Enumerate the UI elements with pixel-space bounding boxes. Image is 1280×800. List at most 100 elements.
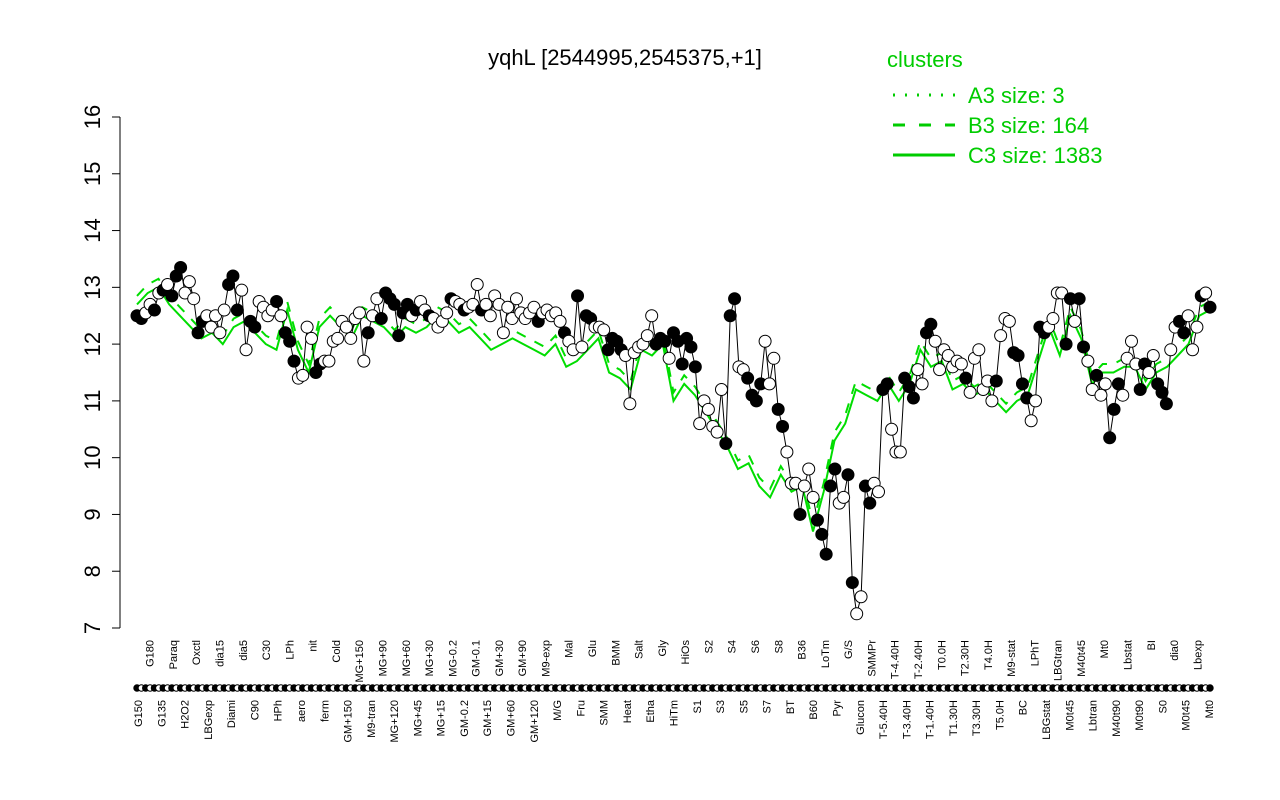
x-tick-label: MG-0.2	[447, 640, 459, 677]
x-tick-label: G150	[133, 700, 145, 727]
data-point	[509, 292, 523, 306]
x-tick-label: M0t90	[1134, 700, 1146, 731]
x-tick-label: B60	[808, 700, 820, 720]
data-point	[174, 260, 188, 274]
data-point	[645, 309, 659, 323]
x-tick-label: T5.0H	[994, 700, 1006, 730]
x-tick-label: LBGtran	[1053, 640, 1065, 681]
data-point	[915, 377, 929, 391]
x-tick-label: Oxctl	[191, 640, 203, 665]
x-tick-label: BI	[1146, 640, 1158, 650]
x-tick-label: nit	[308, 640, 320, 652]
data-point	[374, 312, 388, 326]
chart-title: yqhL [2544995,2545375,+1]	[488, 45, 762, 70]
data-point	[819, 547, 833, 561]
data-point	[1059, 337, 1073, 351]
x-tick-label: S1	[692, 700, 704, 713]
data-point	[728, 292, 742, 306]
data-point	[1103, 431, 1117, 445]
cluster-line-b3	[136, 277, 1211, 524]
x-tick-marker	[1206, 684, 1214, 692]
data-point	[837, 490, 851, 504]
x-tick-label: GM+150	[343, 700, 355, 743]
data-point	[776, 419, 790, 433]
data-point	[248, 320, 262, 334]
y-tick-label: 14	[80, 218, 105, 242]
data-point	[758, 334, 772, 348]
data-point	[684, 340, 698, 354]
data-point	[331, 331, 345, 345]
data-point	[1090, 368, 1104, 382]
data-point	[1068, 314, 1082, 328]
data-point	[924, 317, 938, 331]
x-tick-label: GM+30	[494, 640, 506, 676]
x-tick-label: BC	[1018, 700, 1030, 715]
data-point	[1098, 377, 1112, 391]
data-point	[1081, 354, 1095, 368]
data-point	[1094, 388, 1108, 402]
x-tick-label: SMM	[599, 700, 611, 726]
data-point	[1199, 286, 1213, 300]
x-tick-label: Glu	[587, 640, 599, 657]
x-tick-label: MG+45	[412, 700, 424, 736]
data-point	[850, 607, 864, 621]
x-tick-label: S8	[773, 640, 785, 653]
x-tick-label: ferm	[319, 700, 331, 722]
x-tick-label: Lbexp	[1192, 640, 1204, 670]
data-point	[597, 323, 611, 337]
data-point	[640, 329, 654, 343]
data-point	[994, 329, 1008, 343]
x-tick-label: HiTm	[669, 700, 681, 726]
data-point	[989, 374, 1003, 388]
data-point	[893, 445, 907, 459]
data-point	[824, 479, 838, 493]
data-point	[675, 357, 689, 371]
x-tick-label: MG+120	[389, 700, 401, 743]
legend-label-b3: B3 size: 164	[968, 113, 1089, 138]
data-point	[1186, 343, 1200, 357]
data-point	[1011, 348, 1025, 362]
x-tick-label: T3.30H	[971, 700, 983, 736]
x-tick-label: MG+30	[424, 640, 436, 676]
x-tick-label: BMM	[610, 640, 622, 666]
y-tick-label: 8	[80, 565, 105, 577]
x-tick-label: H2O2	[180, 700, 192, 729]
y-tick-label: 7	[80, 622, 105, 634]
data-point	[1015, 377, 1029, 391]
data-point	[714, 383, 728, 397]
x-tick-label: S7	[762, 700, 774, 713]
data-point	[841, 468, 855, 482]
x-tick-label: S3	[715, 700, 727, 713]
x-tick-label: MG+150	[354, 640, 366, 683]
data-point	[296, 368, 310, 382]
data-point	[810, 513, 824, 527]
x-tick-label: C30	[261, 640, 273, 660]
y-tick-label: 10	[80, 445, 105, 469]
x-tick-label: GM-0.2	[459, 700, 471, 737]
x-tick-label: GM-0.1	[471, 640, 483, 677]
data-point	[933, 363, 947, 377]
data-point	[880, 377, 894, 391]
data-point	[287, 354, 301, 368]
data-point	[1111, 377, 1125, 391]
data-point	[701, 402, 715, 416]
data-point	[226, 269, 240, 283]
x-tick-label: LoTm	[820, 640, 832, 668]
data-point	[440, 306, 454, 320]
x-tick-label: BT	[785, 700, 797, 714]
data-point	[658, 334, 672, 348]
data-point	[719, 436, 733, 450]
data-point	[357, 354, 371, 368]
data-point	[815, 527, 829, 541]
y-tick-label: 13	[80, 275, 105, 299]
x-tick-label: aero	[296, 700, 308, 722]
data-point	[1124, 334, 1138, 348]
data-point	[793, 507, 807, 521]
x-tick-label: dia0	[1169, 640, 1181, 661]
x-tick-label: Mal	[564, 640, 576, 658]
data-point	[623, 397, 637, 411]
data-point	[1107, 402, 1121, 416]
x-tick-label: G180	[145, 640, 157, 667]
x-tick-label: SMMPr	[866, 640, 878, 677]
